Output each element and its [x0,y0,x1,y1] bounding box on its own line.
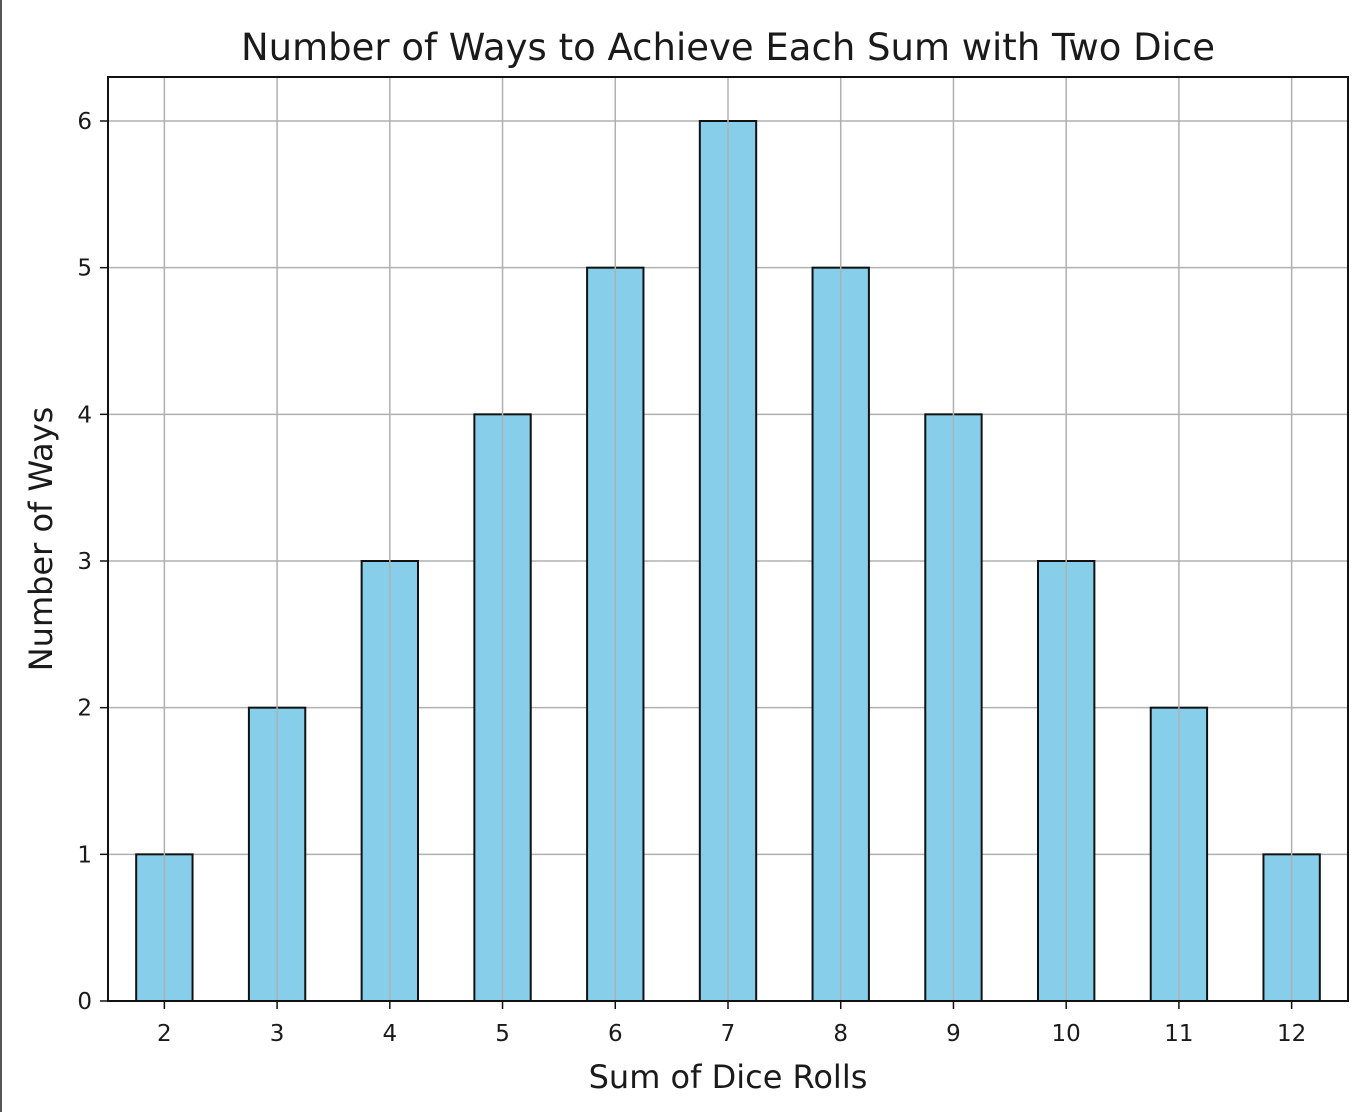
x-axis-label: Sum of Dice Rolls [589,1058,868,1096]
y-tick-label-4: 4 [77,402,92,428]
x-tick-label-10: 10 [1052,1021,1081,1047]
x-axis-ticks: 2 3 4 5 6 7 8 9 10 11 12 [157,1001,1306,1047]
x-tick-label-6: 6 [608,1021,623,1047]
vertical-grid-lines [163,77,1293,1001]
chart-title: Number of Ways to Achieve Each Sum with … [241,26,1215,69]
x-tick-label-7: 7 [721,1021,736,1047]
y-tick-label-6: 6 [77,109,92,135]
y-tick-label-1: 1 [77,842,92,868]
y-axis-ticks: 0 1 2 3 4 5 6 [77,109,108,1015]
y-axis-label: Number of Ways [22,407,60,672]
x-tick-label-4: 4 [382,1021,397,1047]
x-tick-label-8: 8 [833,1021,848,1047]
y-tick-label-0: 0 [77,989,92,1015]
y-tick-label-3: 3 [77,549,92,575]
x-tick-label-9: 9 [946,1021,961,1047]
y-tick-label-5: 5 [77,256,92,282]
y-tick-label-2: 2 [77,696,92,722]
x-tick-label-5: 5 [495,1021,510,1047]
x-tick-label-3: 3 [270,1021,285,1047]
x-tick-label-11: 11 [1164,1021,1193,1047]
x-tick-label-2: 2 [157,1021,172,1047]
x-tick-label-12: 12 [1277,1021,1306,1047]
